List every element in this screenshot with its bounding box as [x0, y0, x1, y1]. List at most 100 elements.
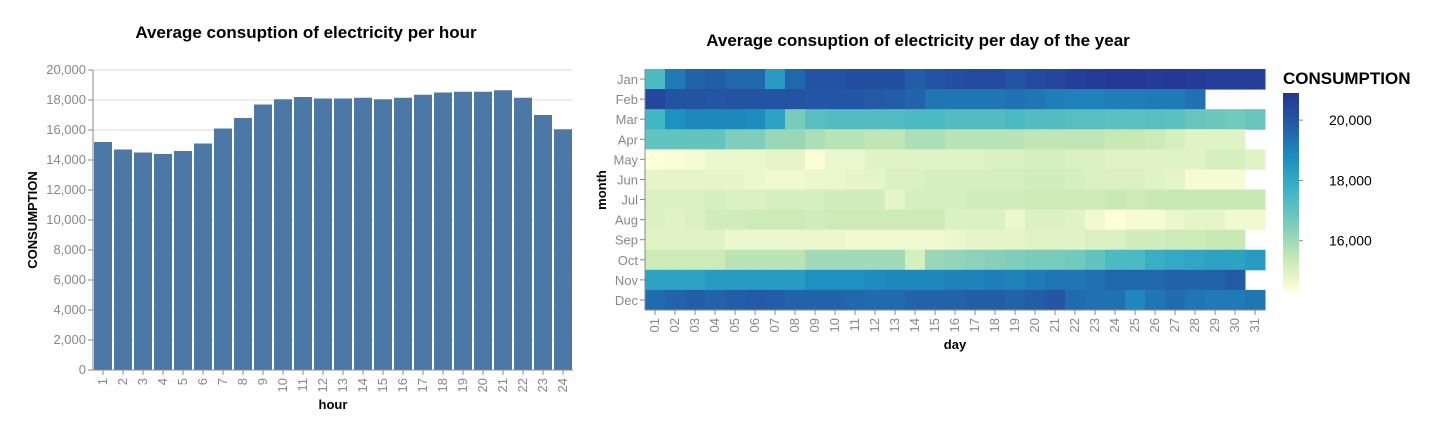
heat-x-tick-label: 22 — [1067, 318, 1082, 332]
heat-cell-Aug-13 — [885, 209, 906, 231]
bar-y-tick-label: 16,000 — [46, 122, 86, 137]
bar-y-tick-label: 14,000 — [46, 152, 86, 167]
heat-cell-Mar-01 — [645, 109, 666, 130]
heat-cell-Jul-12 — [865, 189, 886, 211]
heat-cell-Jun-25 — [1125, 169, 1146, 190]
heat-cell-Dec-18 — [985, 289, 1006, 311]
heatmap-x-axis: 01 02 03 04 05 06 07 08 09 10 11 12 13 14 15 16 17 18 19 20… — [645, 309, 1265, 332]
heat-cell-Apr-16 — [945, 129, 966, 150]
heat-cell-Jan-24 — [1105, 69, 1126, 90]
heat-cell-Aug-10 — [825, 209, 846, 231]
heat-x-tick-label: 10 — [827, 318, 842, 332]
heat-cell-Feb-14 — [905, 89, 926, 110]
heat-cell-May-14 — [905, 149, 926, 170]
heat-x-tick-label: 14 — [907, 318, 922, 332]
heat-x-tick-label: 05 — [727, 318, 742, 332]
heat-cell-Sep-14 — [905, 229, 926, 251]
heat-cell-Mar-25 — [1125, 109, 1146, 130]
heat-cell-Apr-13 — [885, 129, 906, 150]
heat-cell-Feb-18 — [985, 89, 1006, 110]
heat-cell-May-30 — [1225, 149, 1246, 170]
heat-cell-Oct-20 — [1025, 249, 1046, 271]
heat-cell-Dec-16 — [945, 289, 966, 311]
heat-cell-Jan-12 — [865, 69, 886, 90]
heat-cell-Oct-09 — [805, 249, 826, 271]
heat-cell-Jan-02 — [665, 69, 686, 90]
heat-cell-Aug-24 — [1105, 209, 1126, 231]
heat-cell-Oct-30 — [1225, 249, 1246, 271]
heat-cell-Jul-31 — [1245, 189, 1266, 211]
heat-x-tick-label: 31 — [1247, 318, 1262, 332]
heat-cell-Feb-10 — [825, 89, 846, 110]
heat-cell-May-20 — [1025, 149, 1046, 170]
heat-cell-Jul-17 — [965, 189, 986, 211]
heat-cell-Nov-30 — [1225, 269, 1246, 291]
heat-cell-Sep-23 — [1085, 229, 1106, 251]
heat-cell-Dec-04 — [705, 289, 726, 311]
heat-cell-May-01 — [645, 149, 666, 170]
heat-cell-Jul-01 — [645, 189, 666, 211]
heat-cell-Nov-28 — [1185, 269, 1206, 291]
heat-cell-Dec-09 — [805, 289, 826, 311]
bar-15 — [374, 99, 392, 370]
heat-cell-Nov-11 — [845, 269, 866, 291]
heat-cell-Dec-13 — [885, 289, 906, 311]
heat-cell-Mar-22 — [1065, 109, 1086, 130]
heat-cell-Aug-14 — [905, 209, 926, 231]
heat-cell-Jan-08 — [785, 69, 806, 90]
bar-y-tick-label: 8,000 — [53, 242, 86, 257]
heat-cell-Oct-18 — [985, 249, 1006, 271]
heat-cell-Nov-24 — [1105, 269, 1126, 291]
heat-cell-Apr-05 — [725, 129, 746, 150]
heat-cell-Nov-19 — [1005, 269, 1026, 291]
heat-x-tick-label: 07 — [767, 318, 782, 332]
heat-cell-Dec-30 — [1225, 289, 1246, 311]
heat-cell-Apr-27 — [1165, 129, 1186, 150]
bar-18 — [434, 92, 452, 370]
heat-cell-May-15 — [925, 149, 946, 170]
heat-cell-Jan-17 — [965, 69, 986, 90]
heat-cell-Aug-26 — [1145, 209, 1166, 231]
heat-cell-Apr-25 — [1125, 129, 1146, 150]
heat-cell-Aug-30 — [1225, 209, 1246, 231]
heat-cell-Jan-23 — [1085, 69, 1106, 90]
heat-cell-Jul-14 — [905, 189, 926, 211]
heat-cell-Mar-28 — [1185, 109, 1206, 130]
heat-cell-Aug-19 — [1005, 209, 1026, 231]
heat-cell-Jun-29 — [1205, 169, 1226, 190]
heat-cell-Jan-19 — [1005, 69, 1026, 90]
heat-cell-Mar-18 — [985, 109, 1006, 130]
heat-x-tick-label: 02 — [667, 318, 682, 332]
heat-cell-Jan-13 — [885, 69, 906, 90]
heat-cell-May-18 — [985, 149, 1006, 170]
heat-cell-Dec-24 — [1105, 289, 1126, 311]
bar-17 — [414, 94, 432, 370]
heat-cell-Nov-27 — [1165, 269, 1186, 291]
heat-y-tick-label: Aug — [615, 213, 638, 228]
heat-cell-Apr-11 — [845, 129, 866, 150]
bar-y-tick-label: 12,000 — [46, 182, 86, 197]
bar-x-tick-label: 3 — [135, 378, 150, 385]
heat-cell-Apr-03 — [685, 129, 706, 150]
heat-x-tick-label: 12 — [867, 318, 882, 332]
heat-cell-Dec-14 — [905, 289, 926, 311]
heat-cell-Aug-28 — [1185, 209, 1206, 231]
heat-cell-Jan-26 — [1145, 69, 1166, 90]
heat-cell-Aug-09 — [805, 209, 826, 231]
heat-cell-Sep-22 — [1065, 229, 1086, 251]
heat-cell-Jan-18 — [985, 69, 1006, 90]
heat-cell-Aug-02 — [665, 209, 686, 231]
heat-cell-Apr-07 — [765, 129, 786, 150]
heat-cell-Jun-16 — [945, 169, 966, 190]
heat-cell-Oct-08 — [785, 249, 806, 271]
heat-cell-Sep-01 — [645, 229, 666, 251]
heat-cell-May-24 — [1105, 149, 1126, 170]
heat-cell-May-11 — [845, 149, 866, 170]
heat-cell-Sep-02 — [665, 229, 686, 251]
heat-cell-Mar-26 — [1145, 109, 1166, 130]
bar-3 — [134, 152, 152, 370]
heat-cell-Mar-19 — [1005, 109, 1026, 130]
heat-cell-Mar-29 — [1205, 109, 1226, 130]
heat-cell-Jul-02 — [665, 189, 686, 211]
